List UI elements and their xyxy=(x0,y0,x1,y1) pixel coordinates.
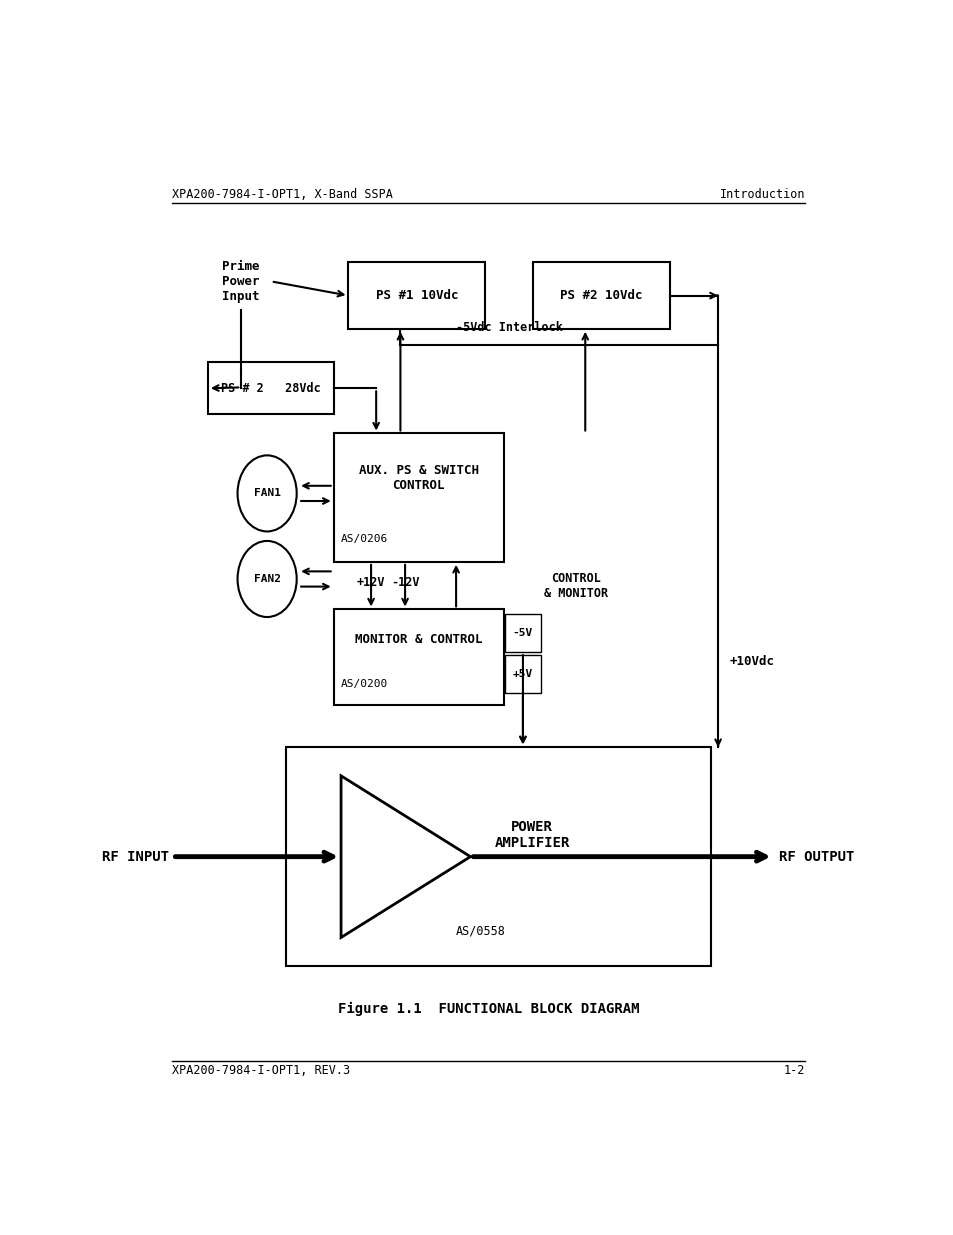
Circle shape xyxy=(237,541,296,618)
Bar xyxy=(505,655,540,693)
Text: PS #2 10Vdc: PS #2 10Vdc xyxy=(559,289,642,303)
Bar xyxy=(505,614,540,652)
Text: +10Vdc: +10Vdc xyxy=(728,656,774,668)
Text: POWER
AMPLIFIER: POWER AMPLIFIER xyxy=(494,820,569,850)
Text: 1-2: 1-2 xyxy=(783,1065,804,1077)
Bar xyxy=(334,609,503,704)
Text: -12V: -12V xyxy=(391,577,419,589)
Text: Introduction: Introduction xyxy=(720,188,804,201)
Text: XPA200-7984-I-OPT1, X-Band SSPA: XPA200-7984-I-OPT1, X-Band SSPA xyxy=(172,188,393,201)
Text: -5V: -5V xyxy=(513,629,533,638)
Text: RF INPUT: RF INPUT xyxy=(102,850,169,863)
Text: PS #1 10Vdc: PS #1 10Vdc xyxy=(375,289,457,303)
Text: -5Vdc Interlock: -5Vdc Interlock xyxy=(456,321,562,335)
Text: PS # 2   28Vdc: PS # 2 28Vdc xyxy=(221,382,320,395)
Text: XPA200-7984-I-OPT1, REV.3: XPA200-7984-I-OPT1, REV.3 xyxy=(172,1065,351,1077)
Bar xyxy=(285,747,710,966)
Text: CONTROL
& MONITOR: CONTROL & MONITOR xyxy=(544,572,608,600)
Polygon shape xyxy=(341,776,470,937)
Text: RF OUTPUT: RF OUTPUT xyxy=(779,850,854,863)
Circle shape xyxy=(237,456,296,531)
Text: FAN2: FAN2 xyxy=(253,574,280,584)
Bar xyxy=(348,262,485,329)
Text: Prime
Power
Input: Prime Power Input xyxy=(222,259,260,303)
Text: Figure 1.1  FUNCTIONAL BLOCK DIAGRAM: Figure 1.1 FUNCTIONAL BLOCK DIAGRAM xyxy=(337,1002,639,1016)
Text: AS/0206: AS/0206 xyxy=(341,534,388,543)
Text: FAN1: FAN1 xyxy=(253,488,280,499)
Text: +12V: +12V xyxy=(356,577,385,589)
Bar xyxy=(334,433,503,562)
Text: +5V: +5V xyxy=(513,669,533,679)
Text: AS/0558: AS/0558 xyxy=(456,925,506,937)
Bar xyxy=(533,262,669,329)
Text: AS/0200: AS/0200 xyxy=(341,678,388,689)
Text: AUX. PS & SWITCH
CONTROL: AUX. PS & SWITCH CONTROL xyxy=(358,464,478,493)
Bar xyxy=(208,362,334,415)
Text: MONITOR & CONTROL: MONITOR & CONTROL xyxy=(355,634,482,646)
